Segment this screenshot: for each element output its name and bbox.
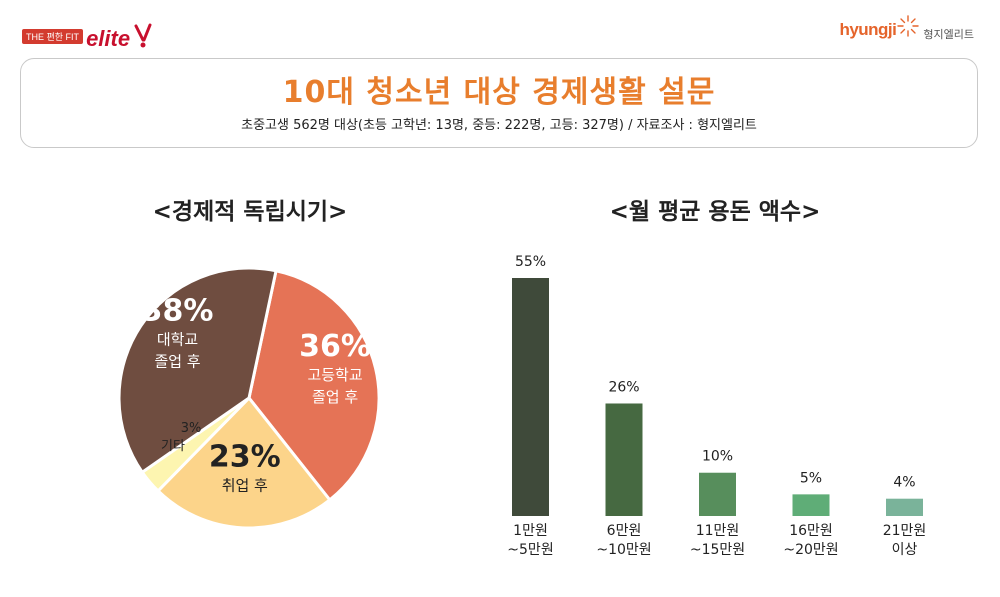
- pie-slice-label: 졸업 후: [154, 353, 200, 371]
- pie-percent-label: 3%: [181, 421, 202, 436]
- pie-slice-label: 취업 후: [222, 476, 268, 494]
- pie-slice-label: 기타: [161, 439, 185, 454]
- hyungji-logo: hyungji 형지엘리트: [839, 15, 974, 42]
- pie-slice-label: 졸업 후: [312, 388, 358, 406]
- hyungji-logo-korean: 형지엘리트: [923, 28, 974, 41]
- pie-slice: [247, 269, 381, 502]
- pie-slice: [155, 395, 332, 530]
- pie-slice: [117, 266, 278, 475]
- elite-logo-word: elite: [86, 26, 131, 51]
- sun-burst-icon: [897, 15, 920, 37]
- survey-subtitle: 초중고생 562명 대상(초등 고학년: 13명, 중등: 222명, 고등: …: [241, 118, 757, 133]
- hyungji-logo-brand: hyungji: [839, 20, 897, 39]
- pie-slice-label: 대학교: [157, 331, 198, 349]
- elite-logo-mark-icon: [134, 23, 152, 48]
- pie-percent-label: 38%: [142, 294, 214, 329]
- survey-title: 10대 청소년 대상 경제생활 설문: [282, 75, 716, 110]
- elite-logo-tag: THE 편한 FIT: [22, 29, 84, 44]
- pie-percent-label: 36%: [299, 329, 371, 364]
- pie-percent-label: 23%: [209, 439, 281, 474]
- bar-chart-title: <월 평균 용돈 액수>: [609, 199, 821, 225]
- elite-logo: THE 편한 FIT elite: [22, 16, 154, 50]
- pie-chart-title: <경제적 독립시기>: [152, 199, 348, 225]
- survey-banner: 10대 청소년 대상 경제생활 설문 초중고생 562명 대상(초등 고학년: …: [20, 58, 978, 148]
- pie-slice-label: 고등학교: [307, 366, 362, 384]
